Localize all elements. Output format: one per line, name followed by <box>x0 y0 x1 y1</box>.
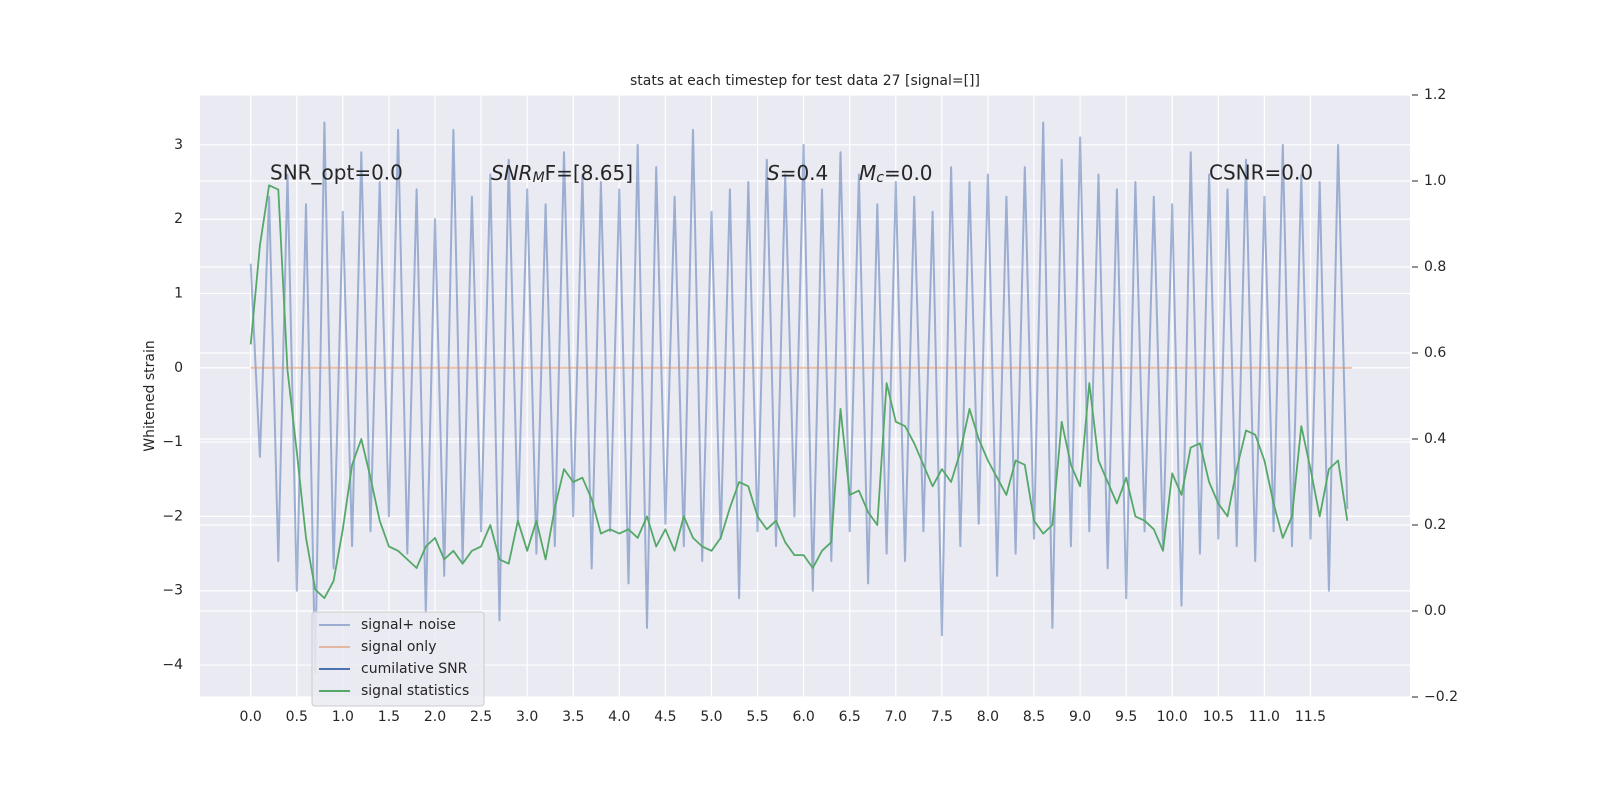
x-tick-label: 10.0 <box>1157 709 1188 725</box>
x-tick-label: 2.0 <box>424 709 446 725</box>
annotation-part: S <box>767 161 780 185</box>
x-tick-label: 9.0 <box>1069 709 1091 725</box>
annotation: SNRMF=[8.65] <box>491 161 633 187</box>
x-tick-label: 3.0 <box>516 709 538 725</box>
series-line <box>249 121 1349 674</box>
x-tick-label: 6.0 <box>792 709 814 725</box>
chart-title: stats at each timestep for test data 27 … <box>630 73 980 89</box>
x-tick-label: 0.0 <box>240 709 262 725</box>
y2-tick-label: 1.2 <box>1424 87 1446 103</box>
lines <box>249 121 1352 674</box>
x-tick-label: 10.5 <box>1203 709 1234 725</box>
x-tick-label: 11.0 <box>1249 709 1280 725</box>
legend-label: signal only <box>361 639 436 655</box>
y-tick-label: 3 <box>174 137 183 153</box>
x-tick-label: 9.5 <box>1115 709 1137 725</box>
x-tick-label: 4.5 <box>654 709 676 725</box>
y2-tick-label: 0.6 <box>1424 345 1446 361</box>
y2-tick-label: −0.2 <box>1424 689 1458 705</box>
x-tick-label: 11.5 <box>1295 709 1326 725</box>
x-tick-label: 7.0 <box>885 709 907 725</box>
legend-box <box>311 611 485 707</box>
x-tick-label: 4.0 <box>608 709 630 725</box>
y-tick-label: 2 <box>174 211 183 227</box>
x-tick-label: 3.5 <box>562 709 584 725</box>
y-tick-label: 1 <box>174 285 183 301</box>
annotation-part: =0.4 <box>780 161 829 185</box>
y-axis-label: Whitened strain <box>142 340 158 451</box>
annotation: S=0.4 <box>767 161 828 185</box>
annotation-part: c <box>876 170 884 186</box>
y-tick-label: −4 <box>162 657 183 673</box>
series-line <box>249 184 1349 599</box>
annotation-part: =0.0 <box>884 161 933 185</box>
annotation-part: M <box>859 161 876 185</box>
x-tick-label: 6.5 <box>839 709 861 725</box>
y2-tick-label: 0.2 <box>1424 517 1446 533</box>
x-tick-label: 5.5 <box>746 709 768 725</box>
x-tick-label: 0.5 <box>286 709 308 725</box>
y-tick-label: 0 <box>174 360 183 376</box>
y2-tick-label: 0.8 <box>1424 259 1446 275</box>
x-tick-label: 1.5 <box>378 709 400 725</box>
x-tick-label: 1.0 <box>332 709 354 725</box>
annotation: SNR_opt=0.0 <box>270 161 403 185</box>
legend-label: cumilative SNR <box>361 661 468 677</box>
x-tick-label: 2.5 <box>470 709 492 725</box>
annotation-part: M <box>533 170 545 186</box>
legend-label: signal statistics <box>361 683 469 699</box>
legend: signal+ noise signal only cumilative SNR si… <box>311 611 485 707</box>
annotation-part: SNR <box>491 161 533 185</box>
x-tick-label: 8.5 <box>1023 709 1045 725</box>
y-tick-label: −1 <box>162 434 183 450</box>
annotation: Mc=0.0 <box>859 161 933 187</box>
x-tick-label: 8.0 <box>977 709 999 725</box>
y2-tick-label: 1.0 <box>1424 173 1446 189</box>
y2-tick-label: 0.4 <box>1424 431 1446 447</box>
x-tick-label: 5.0 <box>700 709 722 725</box>
annotation: CSNR=0.0 <box>1209 161 1313 185</box>
annotation-part: F=[8.65] <box>545 161 633 185</box>
y-tick-label: −3 <box>162 583 183 599</box>
y-tick-label: −2 <box>162 508 183 524</box>
legend-label: signal+ noise <box>361 617 456 633</box>
y2-tick-label: 0.0 <box>1424 603 1446 619</box>
x-tick-label: 7.5 <box>931 709 953 725</box>
